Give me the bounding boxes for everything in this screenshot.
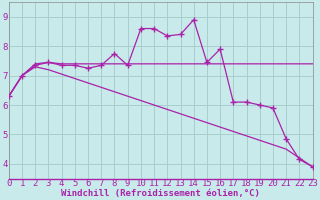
X-axis label: Windchill (Refroidissement éolien,°C): Windchill (Refroidissement éolien,°C)	[61, 189, 260, 198]
